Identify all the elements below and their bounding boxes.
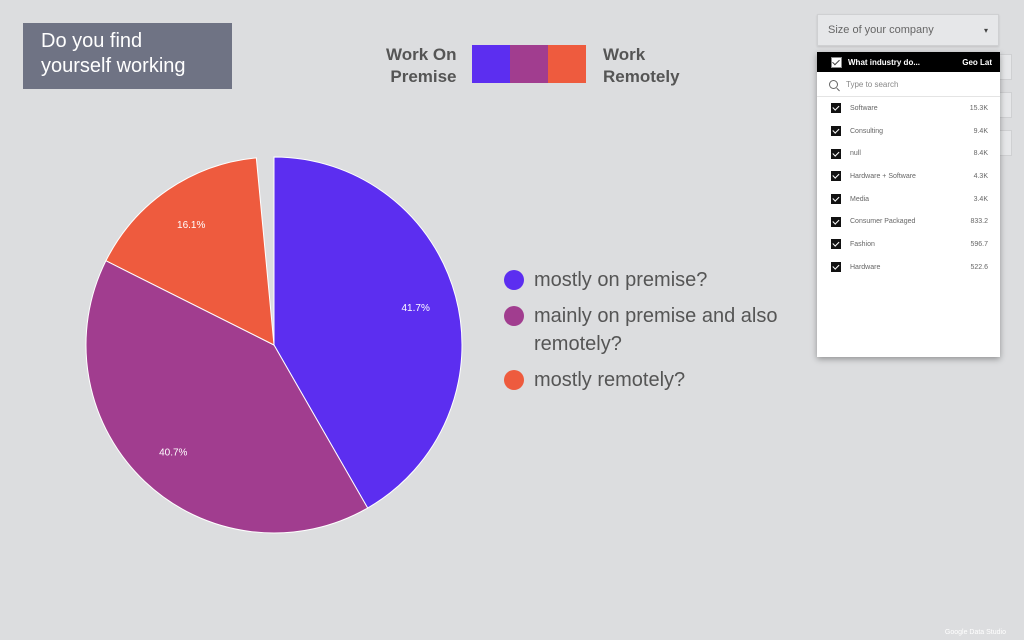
search-icon: [829, 79, 838, 89]
item-value: 596.7: [970, 240, 988, 248]
item-name: Consulting: [850, 127, 884, 135]
item-value: 8.4K: [973, 150, 988, 158]
checkbox[interactable]: [831, 103, 841, 114]
item-name: null: [850, 150, 861, 158]
watermark: Google Data Studio: [944, 629, 1006, 636]
item-name: Software: [850, 104, 878, 112]
item-value: 15.3K: [969, 104, 988, 112]
legend-item-mainly-on-premise[interactable]: mainly on premise and also remotely?: [504, 302, 784, 358]
checkbox[interactable]: [831, 239, 841, 250]
work-remotely-line-2: Remotely: [603, 67, 680, 86]
title-line-1: Do you find: [41, 30, 143, 52]
item-value: 833.2: [970, 218, 988, 226]
work-on-premise-label: Work On Premise: [386, 44, 457, 88]
dropdown-header[interactable]: What industry do... Geo Lat: [817, 52, 1000, 72]
swatch-orange: [548, 45, 586, 83]
legend-item-mostly-remotely[interactable]: mostly remotely?: [504, 366, 784, 394]
item-name: Consumer Packaged: [850, 218, 916, 226]
item-value: 522.6: [970, 263, 988, 271]
title-line-2: yourself working: [41, 55, 186, 77]
list-item[interactable]: Hardware 522.6: [817, 256, 1000, 279]
pie-slice[interactable]: [273, 156, 463, 509]
item-name: Fashion: [850, 240, 875, 248]
swatch-magenta: [510, 45, 548, 83]
work-remotely-line-1: Work: [603, 45, 646, 64]
list-item[interactable]: Consulting 9.4K: [817, 120, 1000, 143]
filter-label: Size of your company: [828, 24, 934, 36]
dropdown-list: Software 15.3K Consulting 9.4K null 8.4K Ha…: [817, 97, 1000, 279]
legend-label: mainly on premise and also remotely?: [534, 305, 778, 355]
swatch-purple: [472, 45, 510, 83]
chevron-down-icon: ▾: [983, 25, 988, 35]
checkbox[interactable]: [831, 216, 841, 227]
chart-title-box: Do you find yourself working: [23, 23, 232, 89]
item-value: 4.3K: [973, 172, 988, 180]
slice-value-label: 41.7%: [402, 303, 430, 314]
list-item[interactable]: Software 15.3K: [817, 97, 1000, 120]
legend-dot-purple: [504, 270, 524, 290]
dropdown-header-dimension: What industry do...: [848, 57, 920, 67]
list-item[interactable]: Consumer Packaged 833.2: [817, 210, 1000, 233]
checkbox[interactable]: [831, 126, 841, 137]
checkbox[interactable]: [831, 171, 841, 182]
legend-label: mostly remotely?: [534, 369, 686, 391]
list-item[interactable]: Hardware + Software 4.3K: [817, 165, 1000, 188]
item-name: Hardware: [850, 263, 881, 271]
pie-slice[interactable]: [85, 260, 369, 534]
chart-legend: mostly on premise? mainly on premise and…: [504, 266, 784, 402]
company-size-filter[interactable]: Size of your company ▾: [817, 14, 999, 46]
pie-slice[interactable]: [105, 157, 275, 346]
item-name: Media: [850, 195, 870, 203]
list-item[interactable]: Media 3.4K: [817, 188, 1000, 211]
checkbox[interactable]: [831, 148, 841, 159]
item-value: 9.4K: [973, 127, 988, 135]
search-input[interactable]: Type to search: [846, 79, 899, 89]
work-on-premise-line-2: Premise: [390, 67, 457, 86]
slice-value-label: 40.7%: [159, 448, 187, 459]
item-name: Hardware + Software: [850, 172, 916, 180]
select-all-checkbox[interactable]: [831, 56, 842, 68]
dropdown-header-metric: Geo Lat: [962, 57, 992, 67]
legend-label: mostly on premise?: [534, 269, 708, 291]
work-remotely-label: Work Remotely: [603, 44, 680, 88]
slice-value-label: 16.1%: [177, 220, 205, 231]
industry-filter-dropdown: What industry do... Geo Lat Type to sear…: [817, 52, 1000, 357]
list-item[interactable]: Fashion 596.7: [817, 233, 1000, 256]
legend-dot-orange: [504, 370, 524, 390]
checkbox[interactable]: [831, 262, 841, 273]
item-value: 3.4K: [973, 195, 988, 203]
checkbox[interactable]: [831, 194, 841, 205]
dropdown-search[interactable]: Type to search: [817, 72, 1000, 97]
legend-item-mostly-on-premise[interactable]: mostly on premise?: [504, 266, 784, 294]
work-on-premise-line-1: Work On: [386, 45, 457, 64]
list-item[interactable]: null 8.4K: [817, 142, 1000, 165]
legend-dot-magenta: [504, 306, 524, 326]
